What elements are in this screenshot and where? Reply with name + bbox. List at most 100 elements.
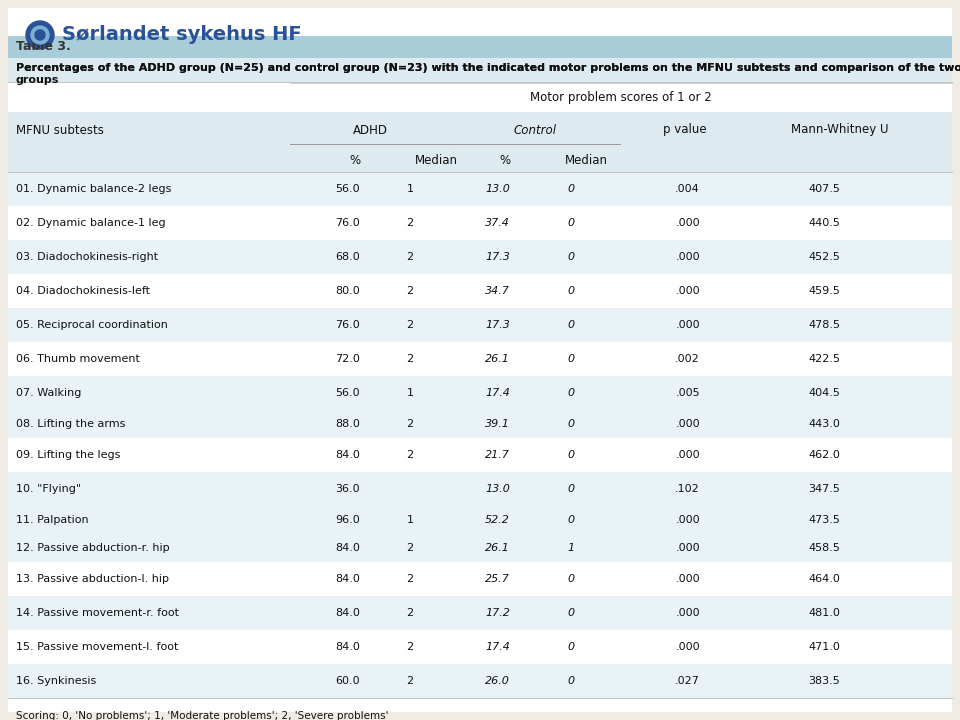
Text: 458.5: 458.5 (808, 543, 840, 553)
Bar (8, 472, 952, 506)
Text: 36.0: 36.0 (335, 484, 360, 494)
Text: 06. Thumb movement: 06. Thumb movement (16, 354, 140, 364)
Text: 0: 0 (567, 574, 574, 584)
Text: 21.7: 21.7 (485, 450, 510, 460)
Circle shape (31, 26, 49, 44)
Text: 17.2: 17.2 (485, 608, 510, 618)
Text: 84.0: 84.0 (335, 608, 360, 618)
Text: 84.0: 84.0 (335, 574, 360, 584)
Bar (8, 562, 952, 596)
Text: 17.4: 17.4 (485, 642, 510, 652)
Text: 2: 2 (406, 450, 414, 460)
Text: groups: groups (16, 75, 60, 85)
Text: 404.5: 404.5 (808, 388, 840, 398)
Text: 08. Lifting the arms: 08. Lifting the arms (16, 419, 126, 429)
Text: .000: .000 (676, 252, 700, 262)
Text: .000: .000 (676, 574, 700, 584)
Text: 60.0: 60.0 (335, 676, 360, 686)
Text: Percentages of the ADHD group (N=25) and control group (N=23) with the indicated: Percentages of the ADHD group (N=25) and… (16, 63, 960, 73)
Text: 13. Passive abduction-l. hip: 13. Passive abduction-l. hip (16, 574, 169, 584)
Bar (8, 664, 952, 698)
Text: .102: .102 (675, 484, 700, 494)
Text: 96.0: 96.0 (335, 515, 360, 525)
Text: .000: .000 (676, 608, 700, 618)
Text: 68.0: 68.0 (335, 252, 360, 262)
Bar (8, 148, 952, 172)
Bar (8, 308, 952, 342)
Text: .000: .000 (676, 286, 700, 296)
Text: 39.1: 39.1 (485, 419, 510, 429)
Text: 2: 2 (406, 252, 414, 262)
Text: 76.0: 76.0 (335, 320, 360, 330)
Text: 37.4: 37.4 (485, 218, 510, 228)
Text: 347.5: 347.5 (808, 484, 840, 494)
Text: .002: .002 (675, 354, 700, 364)
Text: 01. Dynamic balance-2 legs: 01. Dynamic balance-2 legs (16, 184, 172, 194)
Text: 13.0: 13.0 (485, 484, 510, 494)
Text: 13.0: 13.0 (485, 184, 510, 194)
Bar (8, 596, 952, 630)
Text: 26.0: 26.0 (485, 676, 510, 686)
Text: 473.5: 473.5 (808, 515, 840, 525)
Text: Control: Control (514, 124, 557, 137)
Text: 84.0: 84.0 (335, 543, 360, 553)
Text: 1: 1 (406, 184, 414, 194)
Text: .005: .005 (676, 388, 700, 398)
Text: 72.0: 72.0 (335, 354, 360, 364)
Text: Sørlandet sykehus HF: Sørlandet sykehus HF (62, 25, 301, 45)
Bar (8, 36, 952, 58)
Text: 2: 2 (406, 642, 414, 652)
Text: 2: 2 (406, 676, 414, 686)
Text: 34.7: 34.7 (485, 286, 510, 296)
Text: 0: 0 (567, 354, 574, 364)
Text: 84.0: 84.0 (335, 642, 360, 652)
Text: 2: 2 (406, 286, 414, 296)
Text: 0: 0 (567, 676, 574, 686)
Text: 0: 0 (567, 419, 574, 429)
Text: 0: 0 (567, 388, 574, 398)
Text: .000: .000 (676, 218, 700, 228)
Text: .000: .000 (676, 543, 700, 553)
Text: 462.0: 462.0 (808, 450, 840, 460)
Text: 84.0: 84.0 (335, 450, 360, 460)
Text: 459.5: 459.5 (808, 286, 840, 296)
Text: 2: 2 (406, 574, 414, 584)
Text: 452.5: 452.5 (808, 252, 840, 262)
Text: 03. Diadochokinesis-right: 03. Diadochokinesis-right (16, 252, 158, 262)
Circle shape (35, 30, 45, 40)
Text: MFNU subtests: MFNU subtests (16, 124, 104, 137)
Text: 481.0: 481.0 (808, 608, 840, 618)
Bar (8, 58, 952, 100)
Text: Median: Median (415, 153, 458, 166)
Bar (8, 438, 952, 472)
Text: 0: 0 (567, 286, 574, 296)
Text: 05. Reciprocal coordination: 05. Reciprocal coordination (16, 320, 168, 330)
Text: 0: 0 (567, 450, 574, 460)
Text: 17.3: 17.3 (485, 252, 510, 262)
Bar (8, 274, 952, 308)
Bar (8, 376, 952, 410)
Text: 15. Passive movement-l. foot: 15. Passive movement-l. foot (16, 642, 179, 652)
Text: p value: p value (663, 124, 707, 137)
Text: 0: 0 (567, 184, 574, 194)
Text: 26.1: 26.1 (485, 543, 510, 553)
Text: 56.0: 56.0 (335, 184, 360, 194)
Text: 14. Passive movement-r. foot: 14. Passive movement-r. foot (16, 608, 179, 618)
Text: 26.1: 26.1 (485, 354, 510, 364)
Bar (8, 410, 952, 438)
Text: 0: 0 (567, 515, 574, 525)
Text: 04. Diadochokinesis-left: 04. Diadochokinesis-left (16, 286, 150, 296)
Text: 17.4: 17.4 (485, 388, 510, 398)
Text: .000: .000 (676, 450, 700, 460)
Text: 07. Walking: 07. Walking (16, 388, 82, 398)
Text: 443.0: 443.0 (808, 419, 840, 429)
Text: 2: 2 (406, 218, 414, 228)
Text: 2: 2 (406, 419, 414, 429)
Text: 1: 1 (406, 515, 414, 525)
Text: Table 3.: Table 3. (16, 40, 71, 53)
Text: 478.5: 478.5 (808, 320, 840, 330)
Bar (8, 630, 952, 664)
Text: .004: .004 (675, 184, 700, 194)
Text: 52.2: 52.2 (485, 515, 510, 525)
Bar (8, 112, 952, 148)
